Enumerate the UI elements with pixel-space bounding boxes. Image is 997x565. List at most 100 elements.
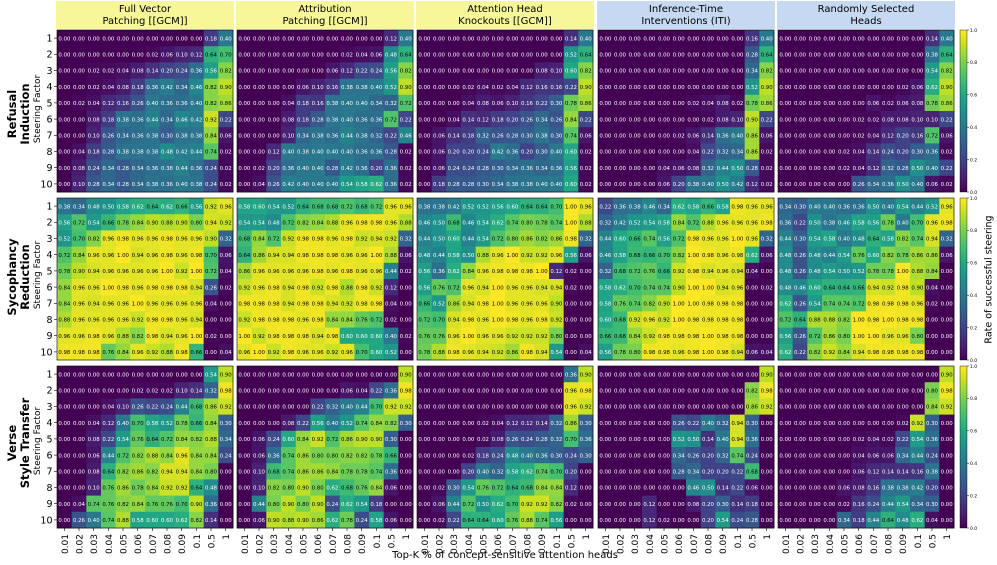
cell-value-label: 0.14	[882, 470, 895, 476]
cell-value-label: 0.00	[838, 405, 851, 411]
cell-value-label: 0.98	[731, 204, 744, 210]
cell-value-label: 0.98	[341, 237, 354, 243]
cell-value-label: 1.00	[702, 285, 715, 291]
cell-value-label: 0.86	[761, 101, 774, 107]
cell-value-label: 0.96	[492, 334, 505, 340]
cell-value-label: 0.98	[867, 350, 880, 356]
cell-value-label: 0.00	[238, 372, 251, 378]
cell-value-label: 0.88	[326, 221, 339, 227]
cell-value-label: 0.34	[779, 204, 792, 210]
heatmap-cell	[339, 143, 355, 160]
cell-value-label: 0.86	[220, 101, 233, 107]
cell-value-label: 0.54	[268, 204, 281, 210]
cell-value-label: 0.74	[536, 518, 549, 524]
cell-value-label: 0.00	[220, 502, 233, 508]
cell-value-label: 0.84	[205, 421, 218, 427]
cell-value-label: 0.32	[580, 237, 592, 243]
heatmap-cell	[431, 62, 447, 79]
cell-value-label: 0.40	[761, 36, 774, 42]
cell-value-label: 0.04	[462, 101, 475, 107]
cell-value-label: 0.82	[146, 470, 158, 476]
heatmap-cell	[700, 143, 716, 160]
cell-value-label: 0.50	[731, 166, 744, 172]
y-tick-label: 10	[40, 347, 52, 358]
row-title-sycophancy: Sycophancy Reduction	[5, 238, 32, 316]
cell-value-label: 1.00	[492, 285, 505, 291]
cell-value-label: 0.92	[550, 318, 562, 324]
cell-value-label: 0.34	[536, 117, 549, 123]
cell-value-label: 0.78	[58, 269, 71, 275]
cell-value-label: 0.96	[146, 253, 159, 259]
cell-value-label: 1.00	[161, 269, 174, 275]
cell-value-label: 0.32	[882, 166, 894, 172]
heatmap-cell	[656, 159, 672, 177]
heatmap-cell	[354, 46, 370, 63]
colorbar-tick-label: 0.6	[970, 429, 977, 435]
cell-value-label: 0.58	[132, 518, 145, 524]
cell-value-label: 0.98	[176, 285, 189, 291]
cell-value-label: 0.96	[717, 221, 730, 227]
cell-value-label: 0.60	[370, 350, 383, 356]
heatmap-cell	[686, 111, 702, 128]
cell-value-label: 0.96	[73, 318, 86, 324]
cell-value-label: 0.00	[580, 318, 593, 324]
heatmap-cell	[700, 175, 716, 193]
colorbar-tick-label: 0.6	[970, 93, 977, 99]
cell-value-label: 0.04	[205, 302, 218, 308]
cell-value-label: 0.44	[779, 237, 792, 243]
heatmap-cell	[203, 246, 219, 264]
cell-value-label: 0.96	[717, 269, 730, 275]
cell-value-label: 0.96	[341, 350, 354, 356]
heatmap-cell	[237, 30, 253, 47]
cell-value-label: 0.00	[629, 150, 642, 156]
cell-value-label: 0.00	[673, 150, 686, 156]
cell-value-label: 0.40	[385, 334, 398, 340]
cell-value-label: 0.86	[926, 253, 939, 259]
cell-value-label: 0.40	[312, 166, 325, 172]
cell-value-label: 0.78	[926, 101, 939, 107]
heatmap-cell	[686, 62, 702, 79]
cell-value-label: 0.66	[599, 334, 612, 340]
cell-value-label: 0.00	[629, 372, 642, 378]
cell-value-label: 1.00	[492, 302, 505, 308]
heatmap-cell	[534, 78, 550, 96]
heatmap-cell	[115, 94, 131, 112]
heatmap-cell	[924, 159, 940, 177]
heatmap-cell	[398, 94, 414, 112]
x-tick-label: 0.02	[76, 534, 86, 554]
heatmap-cell	[700, 94, 716, 112]
y-axis-label-refusal: Steering Factor	[33, 74, 43, 144]
cell-value-label: 0.22	[702, 150, 714, 156]
column-header-3: Inference-Time Interventions (ITI)	[641, 4, 731, 27]
cell-value-label: 0.34	[658, 204, 671, 210]
cell-value-label: 0.92	[492, 350, 504, 356]
cell-value-label: 0.00	[58, 502, 71, 508]
cell-value-label: 0.62	[673, 204, 685, 210]
cell-value-label: 0.02	[88, 85, 100, 91]
heatmap-cell	[417, 143, 433, 160]
cell-value-label: 0.44	[823, 253, 836, 259]
cell-value-label: 0.04	[117, 69, 130, 75]
cell-value-label: 0.94	[536, 350, 549, 356]
cell-value-label: 0.82	[673, 253, 685, 259]
cell-value-label: 0.74	[643, 237, 656, 243]
colorbar-tick-label: 0.4	[970, 125, 977, 131]
cell-value-label: 0.24	[867, 502, 880, 508]
cell-value-label: 0.86	[297, 453, 310, 459]
heatmap-cell	[218, 230, 234, 247]
x-tick-label: 0.08	[164, 534, 174, 554]
cell-value-label: 0.40	[282, 150, 295, 156]
colorbar-tick-label: 1.0	[970, 364, 977, 370]
heatmap-cell	[383, 78, 399, 96]
heatmap-cell	[71, 78, 87, 96]
cell-value-label: 0.00	[73, 405, 86, 411]
cell-value-label: 0.94	[853, 350, 866, 356]
cell-value-label: 0.98	[326, 253, 339, 259]
heatmap-cell	[807, 62, 823, 79]
heatmap-cell	[807, 143, 823, 160]
cell-value-label: 0.00	[58, 101, 71, 107]
y-tick-label: 6	[46, 283, 52, 294]
cell-value-label: 0.94	[702, 269, 715, 275]
cell-value-label: 0.44	[341, 134, 354, 140]
heatmap-cell	[145, 111, 161, 128]
